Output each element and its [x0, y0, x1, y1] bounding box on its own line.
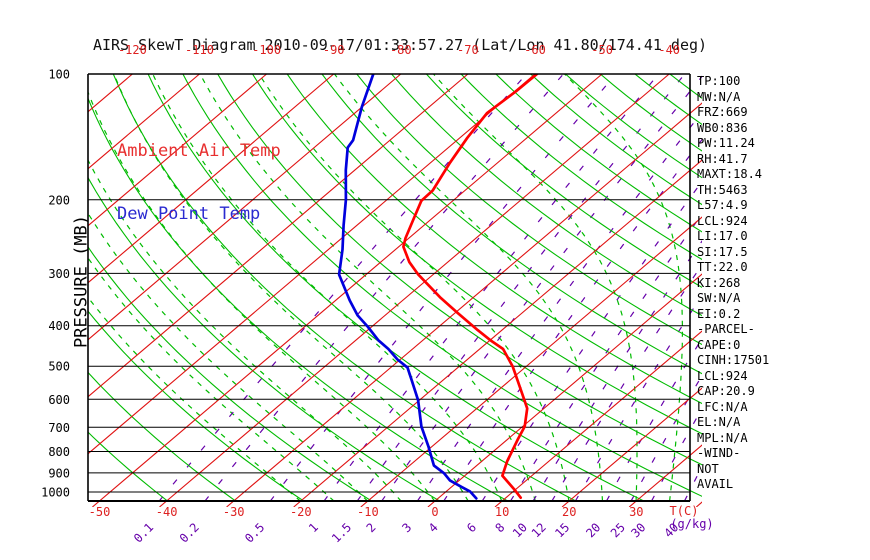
- legend-ambient-temp: Ambient Air Temp: [117, 141, 281, 161]
- pressure-tick-label: 700: [48, 421, 70, 435]
- stat-row: L57:4.9: [697, 198, 748, 212]
- stats-panel: TP:100 MW:N/A FRZ:669 WB0:836 PW:11.24 RH:41.…: [697, 74, 867, 493]
- stat-row: TT:22.0: [697, 260, 748, 274]
- pressure-tick-label: 400: [48, 319, 70, 333]
- bottom-temp-tick-label: -20: [290, 505, 312, 519]
- stat-row: EL:N/A: [697, 415, 741, 429]
- pressure-tick-label: 200: [48, 193, 70, 207]
- bottom-temp-tick-label: 20: [562, 505, 576, 519]
- stat-row: SI:17.5: [697, 244, 748, 259]
- ambient-temp-curve: [402, 74, 539, 500]
- stat-row: CAP:20.9: [697, 384, 755, 398]
- pressure-tick-label: 500: [48, 360, 70, 374]
- stat-row: WB0:836: [697, 120, 748, 135]
- top-temp-tick-label: -60: [524, 43, 546, 57]
- mixing-unit-label: (g/kg): [670, 517, 713, 531]
- bottom-temp-tick-label: 30: [629, 505, 643, 519]
- mixing-ratio-lines: [158, 74, 702, 502]
- pressure-lines: [88, 74, 690, 493]
- stat-row: EI:0.2: [697, 306, 741, 321]
- bottom-temp-tick-label: -50: [89, 505, 111, 519]
- stat-row: NOT: [697, 461, 719, 476]
- stat-row: MAXT:18.4: [697, 167, 763, 181]
- stat-row: FRZ:669: [697, 105, 748, 119]
- mixing-ratio-tick-label: 12: [529, 520, 549, 540]
- temp-unit-label: T(C): [670, 504, 699, 518]
- mixing-ratio-tick-label: 2: [364, 520, 379, 535]
- mixing-ratio-tick-label: 3: [399, 520, 414, 535]
- stat-row: CAPE:0: [697, 337, 741, 352]
- stat-row: MPL:N/A: [697, 430, 748, 445]
- stat-row: SW:N/A: [697, 291, 741, 305]
- dry-adiabats: [88, 74, 702, 502]
- stat-row: CINH:17501: [697, 353, 770, 367]
- stat-row: TH:5463: [697, 182, 748, 197]
- top-temp-tick-label: -50: [591, 43, 613, 57]
- pressure-tick-label: 800: [48, 445, 70, 459]
- top-temp-tick-label: -110: [185, 43, 214, 57]
- stat-row: LI:17.0: [697, 229, 748, 243]
- bottom-temp-tick-label: 10: [495, 505, 509, 519]
- stat-row: LCL:924: [697, 213, 748, 228]
- mixing-ratio-tick-label: 0.5: [242, 520, 267, 545]
- mixing-ratio-tick-label: 0.2: [177, 520, 202, 545]
- pressure-tick-label: 900: [48, 466, 70, 480]
- pressure-tick-label: 1000: [41, 486, 70, 500]
- bottom-temp-tick-label: -30: [223, 505, 245, 519]
- stat-row: KI:268: [697, 275, 741, 290]
- legend-dew-point: Dew Point Temp: [117, 204, 261, 224]
- top-temp-tick-label: -90: [323, 43, 345, 57]
- mixing-ratio-tick-label: 8: [493, 520, 508, 535]
- stat-row: RH:41.7: [697, 151, 748, 166]
- bottom-temp-tick-label: -10: [357, 505, 379, 519]
- mixing-ratio-tick-label: 6: [464, 520, 479, 535]
- stat-row: MW:N/A: [697, 89, 741, 104]
- mixing-ratio-tick-label: 20: [583, 520, 603, 540]
- top-temp-tick-label: -80: [390, 43, 412, 57]
- top-temp-tick-label: -70: [457, 43, 479, 57]
- stat-row: -PARCEL-: [697, 322, 755, 336]
- mixing-ratio-tick-label: 10: [510, 520, 530, 540]
- stat-row: TP:100: [697, 74, 741, 88]
- bottom-temp-tick-label: -40: [156, 505, 178, 519]
- pressure-tick-label: 300: [48, 267, 70, 281]
- mixing-ratio-tick-label: 1: [306, 520, 321, 535]
- isotherms: [88, 74, 702, 507]
- bottom-temp-tick-label: 0: [431, 505, 438, 519]
- pressure-tick-label: 100: [48, 68, 70, 82]
- mixing-ratio-tick-label: 1.5: [329, 520, 354, 545]
- top-temp-tick-label: -100: [252, 43, 281, 57]
- mixing-ratio-tick-label: 15: [552, 520, 572, 540]
- stat-row: -WIND-: [697, 446, 741, 460]
- mixing-ratio-tick-label: 4: [426, 520, 441, 535]
- stat-row: LCL:924: [697, 368, 748, 383]
- stat-row: AVAIL: [697, 477, 734, 491]
- pressure-tick-label: 600: [48, 393, 70, 407]
- mixing-ratio-tick-label: 25: [608, 520, 628, 540]
- stat-row: PW:11.24: [697, 136, 755, 150]
- plot-frame: [87, 73, 691, 502]
- dew-point-curve: [337, 74, 478, 500]
- top-temp-tick-label: -120: [118, 43, 147, 57]
- mixing-ratio-tick-label: 0.1: [131, 520, 156, 545]
- moist-adiabats: [88, 74, 683, 502]
- top-temp-tick-label: -40: [658, 43, 680, 57]
- stat-row: LFC:N/A: [697, 399, 748, 414]
- pressure-axis-label: PRESSURE (MB): [71, 214, 92, 349]
- chart-title: AIRS SkewT Diagram 2010-09-17/01:33:57.2…: [92, 36, 708, 54]
- mixing-ratio-tick-label: 30: [628, 520, 648, 540]
- chart-legend: Ambient Air Temp Dew Point Temp: [117, 99, 281, 267]
